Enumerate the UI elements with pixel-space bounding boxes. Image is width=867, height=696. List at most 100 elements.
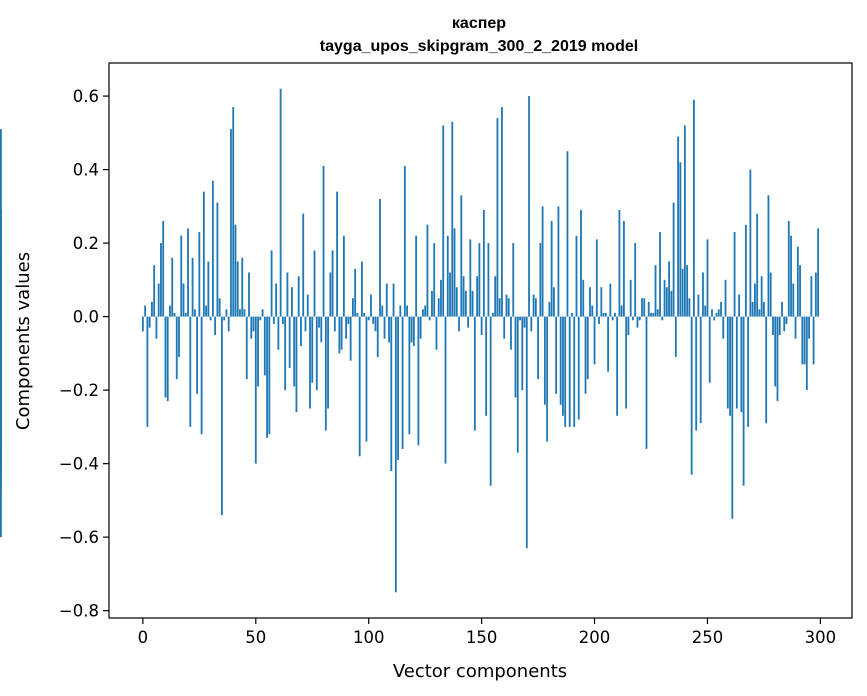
bar-undefined <box>0 316 2 398</box>
bar-186 <box>562 316 564 416</box>
bar-180 <box>548 301 551 317</box>
bar-139 <box>455 287 458 317</box>
bar-170 <box>525 316 528 549</box>
bar-92 <box>349 316 352 361</box>
bar-7 <box>157 283 160 317</box>
plot-frame <box>108 62 853 619</box>
bar-168 <box>521 316 524 391</box>
bar-298 <box>814 272 817 317</box>
bar-248 <box>702 272 704 317</box>
bar-73 <box>306 294 309 317</box>
bar-3 <box>148 316 151 328</box>
x-tick-label: 150 <box>466 628 498 647</box>
bar-291 <box>799 265 801 317</box>
bar-62 <box>281 316 284 324</box>
bar-232 <box>665 287 668 317</box>
bar-56 <box>268 316 271 435</box>
bar-160 <box>503 316 506 339</box>
bar-27 <box>202 191 205 317</box>
bar-8 <box>160 243 162 317</box>
bar-15 <box>175 316 178 380</box>
bar-263 <box>735 316 738 409</box>
bar-109 <box>388 316 390 343</box>
bar-262 <box>733 232 736 317</box>
bar-89 <box>342 235 345 317</box>
bar-227 <box>654 265 657 317</box>
bar-67 <box>293 316 296 387</box>
bar-141 <box>460 195 463 317</box>
bar-117 <box>406 305 409 317</box>
bar-143 <box>464 290 467 317</box>
bar-22 <box>191 257 194 317</box>
bar-150 <box>480 316 483 335</box>
bar-260 <box>729 316 731 416</box>
chart-subtitle: tayga_upos_skipgram_300_2_2019 model <box>320 38 638 55</box>
bar-129 <box>433 243 436 317</box>
y-tick-label: 0.0 <box>73 308 99 327</box>
bar-241 <box>686 265 689 317</box>
bar-49 <box>252 316 255 332</box>
bar-169 <box>523 316 526 328</box>
bar-90 <box>345 316 348 339</box>
bar-213 <box>623 221 625 317</box>
bar-185 <box>559 316 562 405</box>
bar-157 <box>496 118 499 317</box>
bar-218 <box>634 243 637 317</box>
bar-6 <box>155 316 158 339</box>
bar-171 <box>528 96 530 317</box>
bar-162 <box>507 298 510 317</box>
bar-233 <box>668 261 670 317</box>
bar-21 <box>189 316 192 427</box>
bar-84 <box>331 250 334 317</box>
bar-122 <box>417 316 420 446</box>
bar-103 <box>374 316 377 332</box>
bar-132 <box>440 279 442 317</box>
bar-65 <box>288 316 291 369</box>
bar-30 <box>209 316 212 321</box>
y-tick-label: −0.6 <box>59 528 99 547</box>
bar-209 <box>613 312 616 317</box>
bar-34 <box>218 298 221 317</box>
bar-12 <box>169 305 171 317</box>
bar-242 <box>688 298 691 317</box>
bar-0 <box>141 316 144 332</box>
bar-52 <box>259 316 262 321</box>
bar-267 <box>744 224 747 317</box>
bar-50 <box>254 316 257 464</box>
bar-278 <box>769 272 772 317</box>
bar-288 <box>792 283 795 317</box>
bar-268 <box>747 316 750 427</box>
bar-119 <box>410 316 413 343</box>
bar-205 <box>604 312 607 317</box>
bar-11 <box>166 316 169 402</box>
bar-187 <box>564 316 567 427</box>
bar-44 <box>241 257 244 317</box>
bar-59 <box>275 283 278 317</box>
bar-281 <box>776 316 779 402</box>
bar-91 <box>347 316 350 324</box>
bar-140 <box>458 316 460 332</box>
bars-group <box>0 88 820 593</box>
bar-274 <box>760 276 763 317</box>
bar-173 <box>532 294 535 317</box>
bar-118 <box>408 316 411 435</box>
bar-292 <box>801 316 804 365</box>
bar-17 <box>180 235 183 317</box>
bar-245 <box>695 316 698 431</box>
bar-254 <box>715 312 718 317</box>
bar-1 <box>144 305 147 317</box>
bar-282 <box>778 316 781 335</box>
bar-87 <box>338 316 341 354</box>
bar-97 <box>361 261 363 317</box>
bar-134 <box>444 316 447 464</box>
bar-252 <box>711 309 713 317</box>
bar-75 <box>311 316 314 383</box>
bar-64 <box>286 272 289 317</box>
x-tick-label: 200 <box>579 628 611 647</box>
bar-165 <box>514 316 517 398</box>
bar-207 <box>609 283 612 317</box>
bar-42 <box>236 261 239 317</box>
bar-228 <box>656 309 659 317</box>
bar-188 <box>566 151 569 317</box>
